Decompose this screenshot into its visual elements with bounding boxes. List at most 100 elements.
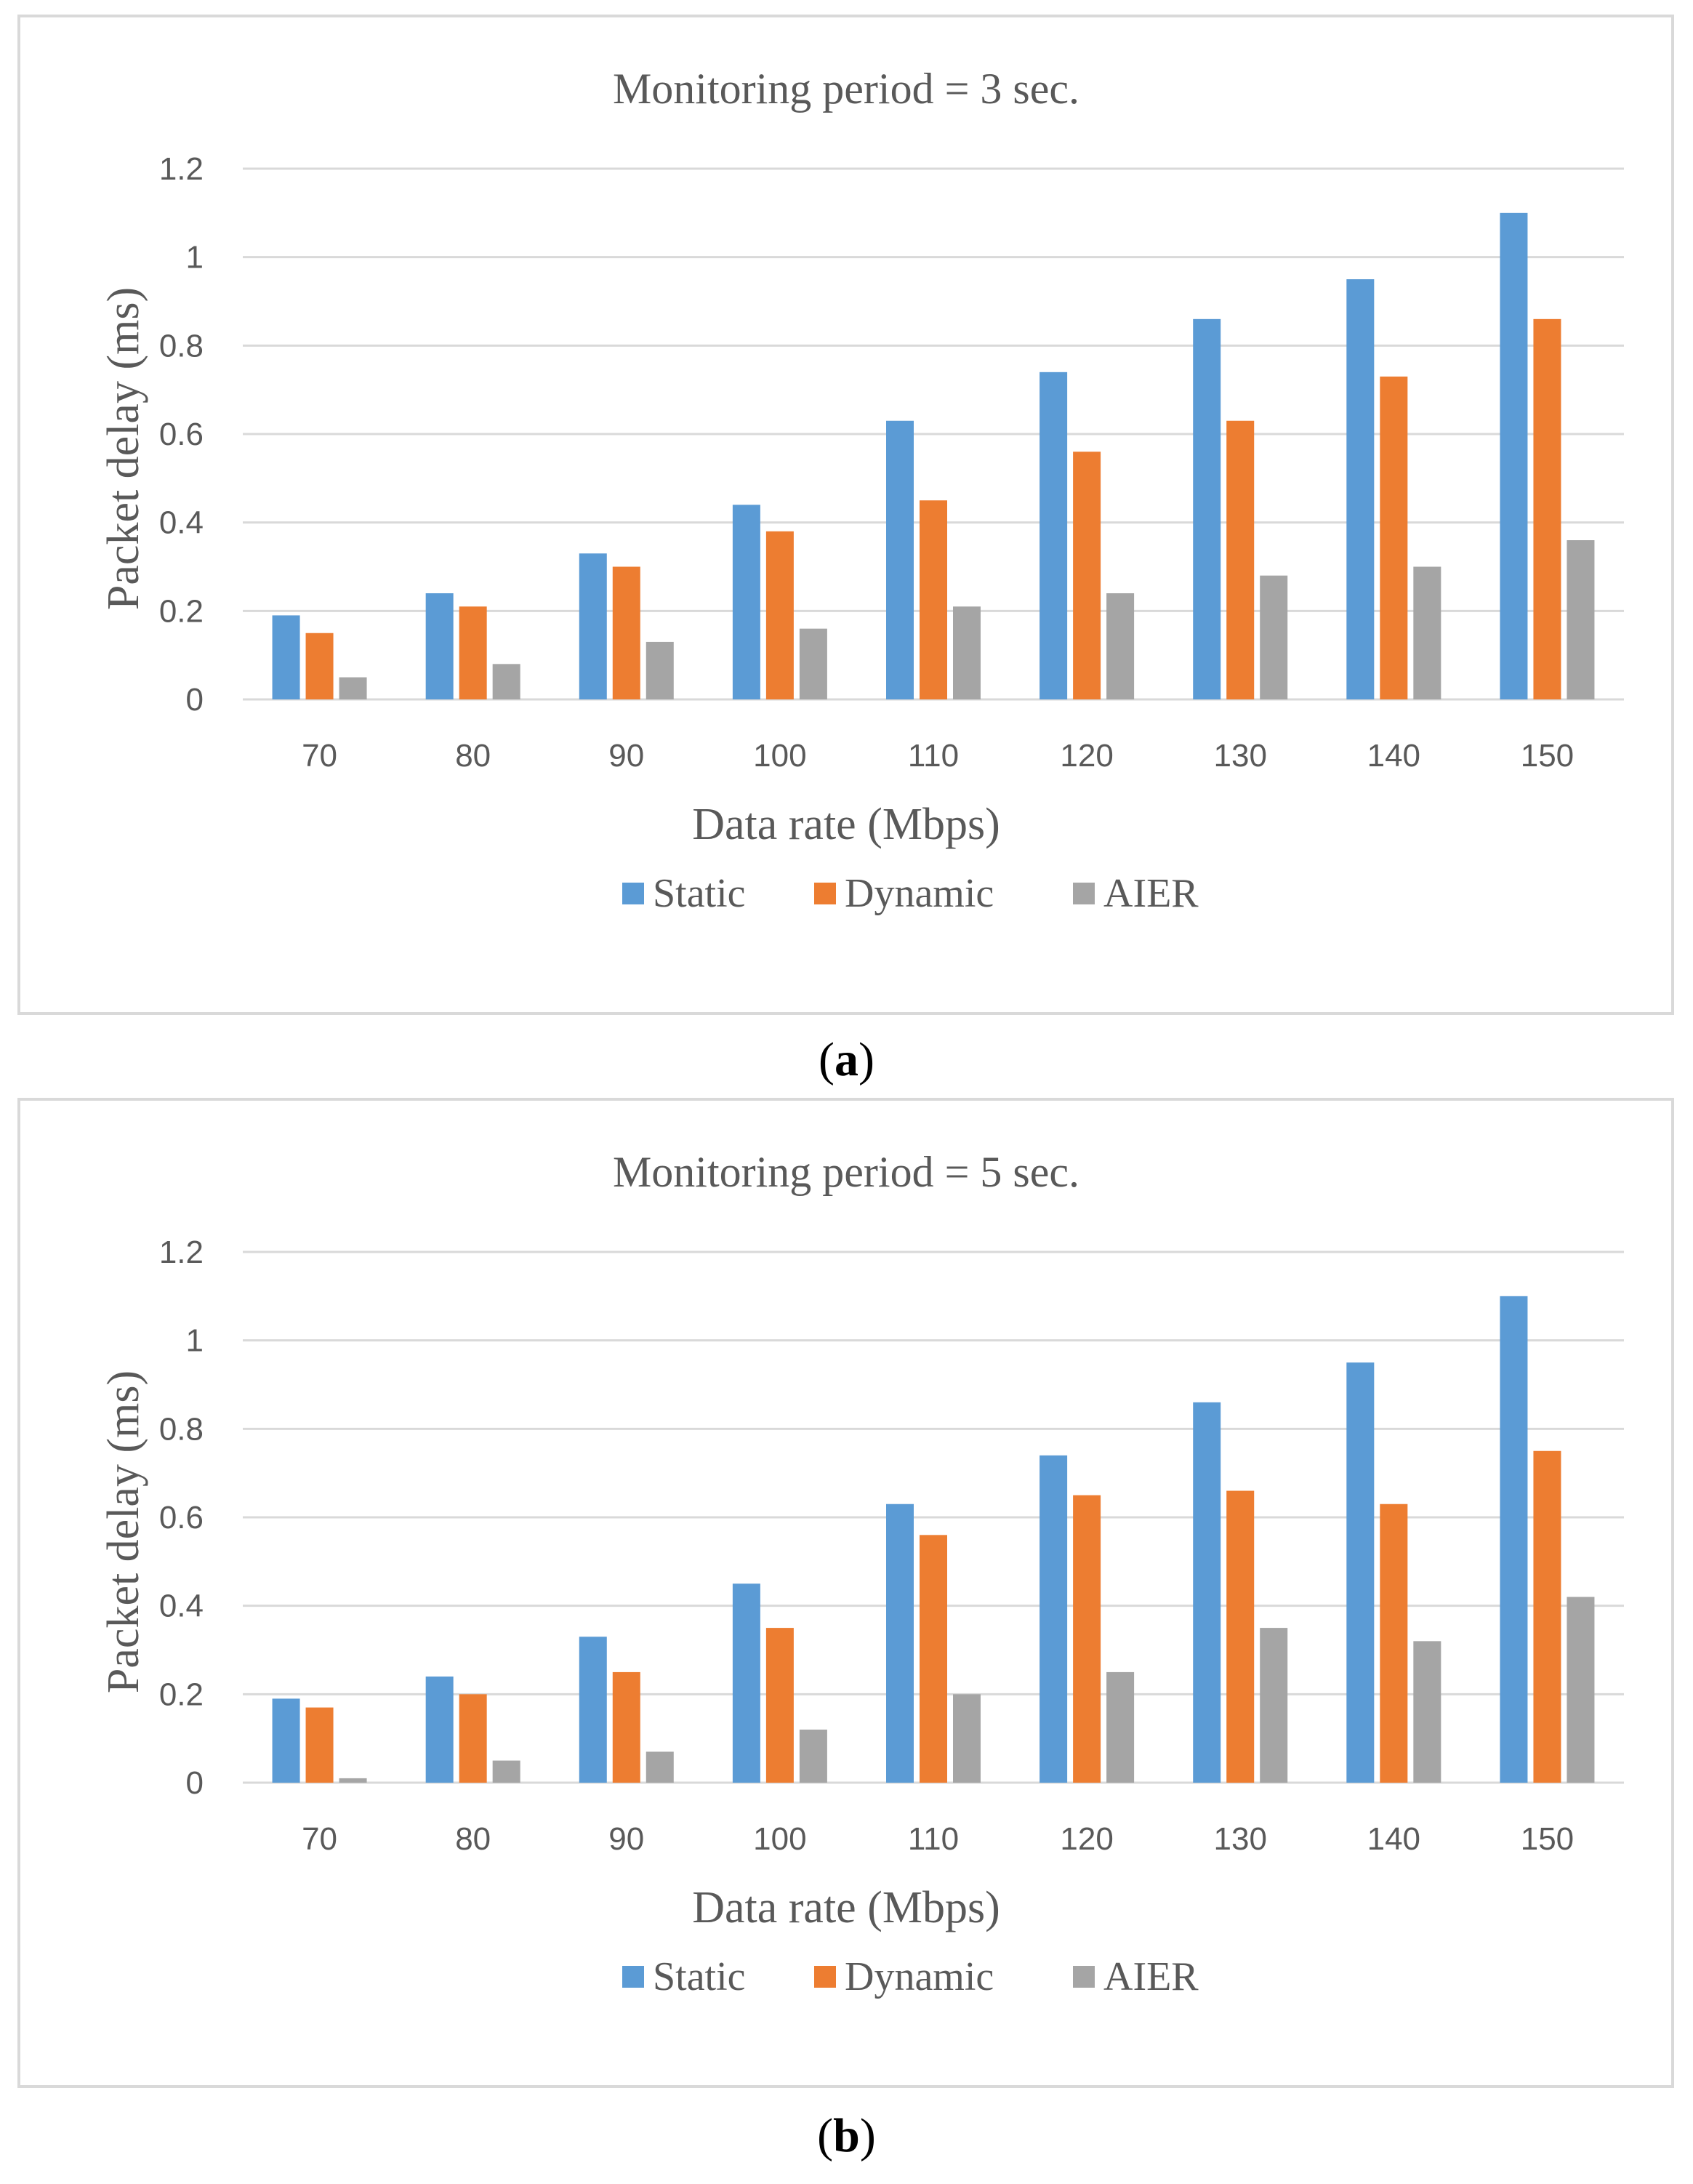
bar-aier-100: [799, 1730, 827, 1783]
bar-dynamic-130: [1226, 1490, 1255, 1783]
legend-swatch-static: [622, 883, 644, 904]
y-tick-label: 0: [186, 682, 204, 718]
bar-aier-70: [339, 677, 367, 699]
bar-dynamic-100: [765, 1628, 794, 1783]
y-tick-label: 0.4: [159, 505, 204, 541]
bar-aier-80: [492, 1760, 520, 1783]
bar-static-90: [579, 553, 607, 699]
legend-swatch-static: [622, 1966, 644, 1988]
bar-aier-80: [492, 664, 520, 699]
chart-title: Monitoring period = 5 sec.: [613, 1148, 1079, 1196]
x-tick-label: 150: [1521, 1821, 1574, 1857]
bar-dynamic-120: [1073, 451, 1101, 699]
bar-dynamic-90: [612, 1671, 640, 1783]
x-tick-label: 90: [608, 738, 644, 774]
bar-dynamic-80: [459, 606, 487, 699]
bar-static-130: [1193, 1402, 1221, 1783]
bar-static-70: [272, 615, 300, 699]
caption-a: (a): [819, 1033, 874, 1086]
y-tick-label: 0: [186, 1765, 204, 1801]
bar-dynamic-70: [305, 1707, 334, 1783]
legend-swatch-dynamic: [814, 1966, 836, 1988]
bar-static-140: [1346, 279, 1375, 699]
bar-aier-130: [1260, 1628, 1288, 1783]
x-tick-label: 80: [455, 738, 491, 774]
x-tick-label: 130: [1214, 1821, 1267, 1857]
bar-dynamic-90: [612, 566, 640, 699]
bar-dynamic-110: [920, 500, 947, 699]
bar-dynamic-150: [1533, 318, 1561, 699]
chart-a-svg: Monitoring period = 3 sec. 0 0.2 0.4 0.6 0.8 1…: [99, 65, 1624, 916]
y-tick-label: 0.2: [159, 1677, 204, 1712]
x-tick-label: 130: [1214, 738, 1267, 774]
legend-swatch-aier: [1073, 883, 1095, 904]
bar-static-100: [732, 1583, 760, 1783]
bar-aier-120: [1106, 1671, 1135, 1783]
legend-label-aier: AIER: [1103, 871, 1199, 916]
bar-aier-110: [953, 1694, 981, 1783]
bar-static-80: [425, 593, 454, 699]
legend-swatch-aier: [1073, 1966, 1095, 1988]
bar-dynamic-110: [920, 1535, 947, 1783]
bar-dynamic-100: [765, 531, 794, 699]
legend-swatch-dynamic: [814, 883, 836, 904]
bar-dynamic-150: [1533, 1450, 1561, 1783]
x-tick-label: 140: [1367, 738, 1420, 774]
chart-title: Monitoring period = 3 sec.: [613, 65, 1079, 113]
bar-static-100: [732, 505, 760, 699]
x-axis-title: Data rate (Mbps): [692, 800, 1000, 849]
bar-dynamic-130: [1226, 420, 1255, 699]
y-tick-label: 1.2: [159, 1234, 204, 1270]
bar-aier-150: [1567, 1597, 1595, 1783]
y-tick-label: 0.8: [159, 328, 204, 364]
bar-dynamic-120: [1073, 1495, 1101, 1783]
bar-aier-140: [1413, 566, 1441, 699]
y-axis-title: Packet delay (ms): [99, 1370, 148, 1693]
bar-aier-70: [339, 1778, 367, 1783]
bar-static-120: [1039, 372, 1068, 699]
y-tick-label: 0.6: [159, 1500, 204, 1535]
x-tick-label: 70: [302, 1821, 337, 1857]
chart-panel-b: Monitoring period = 5 sec. 0 0.2 0.4 0.6 0.8 1…: [17, 1098, 1674, 2088]
bar-dynamic-140: [1380, 1503, 1408, 1783]
x-tick-label: 120: [1060, 1821, 1113, 1857]
bar-aier-120: [1106, 593, 1135, 699]
x-tick-label: 90: [608, 1821, 644, 1857]
y-tick-label: 0.8: [159, 1411, 204, 1447]
bar-static-120: [1039, 1455, 1068, 1783]
y-tick-label: 1: [186, 1323, 204, 1359]
bar-aier-130: [1260, 575, 1288, 699]
bar-aier-140: [1413, 1641, 1441, 1783]
x-tick-label: 120: [1060, 738, 1113, 774]
x-tick-label: 150: [1521, 738, 1574, 774]
bar-static-150: [1500, 212, 1528, 699]
bar-dynamic-80: [459, 1694, 487, 1783]
x-tick-label: 110: [908, 738, 959, 774]
caption-a-label: a: [835, 1033, 858, 1086]
bar-aier-150: [1567, 540, 1595, 699]
y-axis-title: Packet delay (ms): [99, 287, 148, 610]
y-tick-label: 1: [186, 240, 204, 276]
legend-label-static: Static: [653, 1954, 746, 1999]
chart-b-svg: Monitoring period = 5 sec. 0 0.2 0.4 0.6 0.8 1…: [99, 1148, 1624, 1999]
x-tick-label: 80: [455, 1821, 491, 1857]
bar-static-140: [1346, 1362, 1375, 1783]
bar-static-70: [272, 1698, 300, 1783]
chart-panel-a: Monitoring period = 3 sec. 0 0.2 0.4 0.6 0.8 1…: [17, 15, 1674, 1015]
bar-static-150: [1500, 1296, 1528, 1783]
legend-label-dynamic: Dynamic: [845, 871, 994, 916]
bar-static-110: [886, 420, 914, 699]
x-tick-label: 100: [753, 738, 806, 774]
x-tick-label: 110: [908, 1821, 959, 1857]
x-tick-label: 140: [1367, 1821, 1420, 1857]
y-tick-label: 0.2: [159, 593, 204, 629]
x-tick-label: 70: [302, 738, 337, 774]
bar-static-90: [579, 1637, 607, 1783]
caption-b-label: b: [833, 2109, 860, 2162]
caption-b: (b): [817, 2109, 876, 2162]
bar-static-110: [886, 1503, 914, 1783]
bar-aier-110: [953, 606, 981, 699]
bar-dynamic-70: [305, 633, 334, 699]
bar-static-80: [425, 1677, 454, 1783]
legend-label-aier: AIER: [1103, 1954, 1199, 1999]
